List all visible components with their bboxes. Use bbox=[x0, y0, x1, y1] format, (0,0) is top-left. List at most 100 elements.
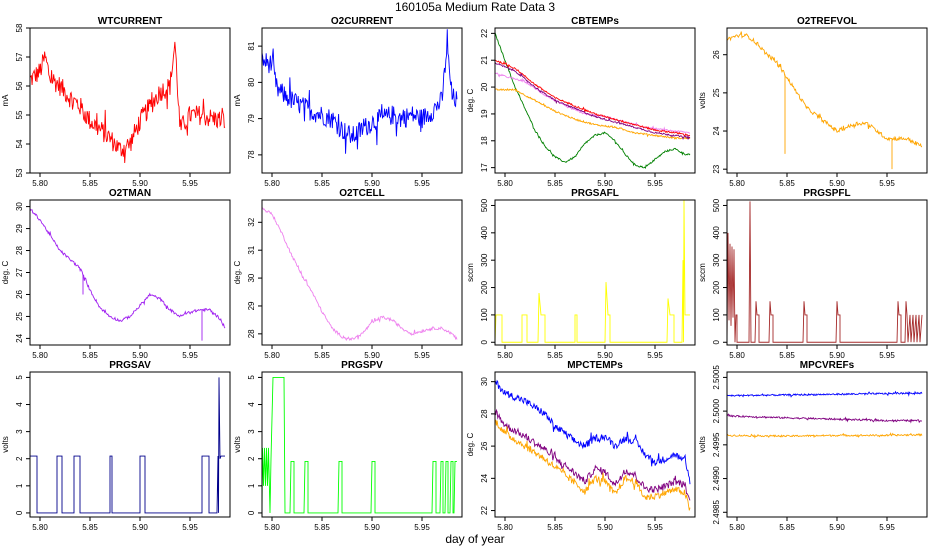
y-tick-label: 300 bbox=[480, 253, 489, 267]
x-tick-label: 5.90 bbox=[597, 351, 613, 360]
panel-prgspv: PRGSPV volts 5.80 5.85 5.90 5.95 0 1 2 3 4 5 bbox=[233, 360, 463, 532]
x-tick-label: 5.80 bbox=[264, 179, 280, 188]
x-tick-label: 5.95 bbox=[182, 179, 198, 188]
series-line-purple bbox=[727, 413, 923, 424]
x-tick-label: 5.90 bbox=[132, 523, 148, 532]
panel-o2current: O2CURRENT mA 5.80 5.85 5.90 5.95 78 79 80 81 bbox=[233, 16, 463, 188]
y-tick-label: 27 bbox=[15, 268, 24, 277]
y-tick-label: 29 bbox=[247, 301, 256, 310]
x-tick-label: 5.85 bbox=[779, 179, 795, 188]
x-tick-label: 5.80 bbox=[264, 523, 280, 532]
x-tick-label: 5.90 bbox=[597, 179, 613, 188]
y-tick-label: 81 bbox=[247, 41, 256, 50]
x-tick-label: 5.80 bbox=[264, 351, 280, 360]
panel-title: O2TCELL bbox=[339, 188, 385, 199]
series-line-prgspv bbox=[262, 376, 457, 514]
y-tick-label: 0 bbox=[15, 510, 24, 515]
series-line-purple bbox=[495, 408, 691, 501]
y-tick-label: 3 bbox=[15, 429, 24, 434]
y-tick-label: 19 bbox=[480, 109, 489, 118]
panel-o2trefvol: O2TREFVOL volts 5.80 5.85 5.90 5.95 23 24 25 26 bbox=[698, 16, 928, 188]
series-line-green bbox=[495, 32, 691, 170]
y-axis-label: deg. C bbox=[233, 260, 242, 284]
panel-title: PRGSPV bbox=[341, 360, 383, 371]
y-axis-label: sccm bbox=[698, 263, 707, 282]
y-tick-label: 57 bbox=[15, 52, 24, 61]
x-tick-label: 5.80 bbox=[729, 523, 745, 532]
y-tick-label: 21 bbox=[480, 55, 489, 64]
x-tick-label: 5.90 bbox=[829, 351, 845, 360]
x-tick-label: 5.85 bbox=[779, 351, 795, 360]
x-tick-label: 5.95 bbox=[647, 523, 663, 532]
panel-title: PRGSAV bbox=[109, 360, 151, 371]
y-tick-label: 0 bbox=[480, 339, 489, 344]
y-tick-label: 100 bbox=[480, 308, 489, 322]
x-tick-label: 5.90 bbox=[364, 179, 380, 188]
series-line-blue bbox=[495, 379, 691, 485]
y-tick-label: 2.4985 bbox=[712, 499, 721, 524]
x-tick-label: 5.90 bbox=[829, 179, 845, 188]
y-tick-label: 79 bbox=[247, 114, 256, 123]
x-tick-label: 5.95 bbox=[647, 179, 663, 188]
y-tick-label: 22 bbox=[480, 28, 489, 37]
y-tick-label: 28 bbox=[247, 329, 256, 338]
x-tick-label: 5.90 bbox=[132, 351, 148, 360]
y-tick-label: 30 bbox=[480, 377, 489, 386]
series-line-wtcurrent bbox=[30, 41, 226, 163]
x-tick-label: 5.90 bbox=[597, 523, 613, 532]
y-tick-label: 24 bbox=[712, 126, 721, 135]
x-tick-label: 5.95 bbox=[182, 351, 198, 360]
x-tick-label: 5.90 bbox=[132, 179, 148, 188]
y-tick-label: 5 bbox=[247, 375, 256, 380]
x-tick-label: 5.85 bbox=[779, 523, 795, 532]
panel-title: MPCTEMPs bbox=[567, 360, 623, 371]
x-tick-label: 5.90 bbox=[829, 523, 845, 532]
panel-prgsav: PRGSAV volts 5.80 5.85 5.90 5.95 0 1 2 3 4 5 bbox=[1, 360, 231, 532]
y-axis-label: deg. C bbox=[466, 432, 475, 456]
x-tick-label: 5.95 bbox=[879, 179, 895, 188]
x-tick-label: 5.80 bbox=[497, 179, 513, 188]
panel-mpcvrefs: MPCVREFs volts 5.80 5.85 5.90 5.95 2.4985 2.499… bbox=[698, 360, 928, 532]
panel-mpctemps: MPCTEMPs deg. C 5.80 5.85 5.90 5.95 22 24 26 28 30 bbox=[466, 360, 696, 532]
y-tick-label: 53 bbox=[15, 168, 24, 177]
y-axis-label: volts bbox=[698, 436, 707, 452]
y-tick-label: 1 bbox=[15, 483, 24, 488]
x-tick-label: 5.80 bbox=[729, 179, 745, 188]
panel-title: WTCURRENT bbox=[98, 16, 162, 27]
x-tick-label: 5.80 bbox=[497, 523, 513, 532]
series-line-orange bbox=[727, 432, 923, 439]
y-tick-label: 26 bbox=[712, 50, 721, 59]
plot-frame bbox=[494, 199, 696, 346]
y-axis-label: mA bbox=[233, 94, 242, 107]
panel-prgsafl: PRGSAFL sccm 5.80 5.85 5.90 5.95 0 100 200 300 400… bbox=[466, 188, 696, 360]
y-tick-label: 2 bbox=[247, 456, 256, 461]
x-tick-label: 5.90 bbox=[364, 351, 380, 360]
panel-title: O2TMAN bbox=[109, 188, 151, 199]
y-tick-label: 20 bbox=[480, 82, 489, 91]
x-tick-label: 5.85 bbox=[547, 179, 563, 188]
y-axis-label: volts bbox=[233, 436, 242, 452]
y-tick-label: 400 bbox=[480, 226, 489, 240]
y-tick-label: 200 bbox=[480, 280, 489, 294]
series-line-orange bbox=[495, 87, 691, 140]
y-tick-label: 17 bbox=[480, 163, 489, 172]
y-tick-label: 100 bbox=[712, 308, 721, 322]
x-tick-label: 5.95 bbox=[647, 351, 663, 360]
series-line-purple bbox=[495, 62, 691, 140]
y-tick-label: 55 bbox=[15, 110, 24, 119]
y-tick-label: 78 bbox=[247, 150, 256, 159]
x-tick-label: 5.80 bbox=[32, 351, 48, 360]
plot-frame bbox=[494, 27, 696, 174]
y-tick-label: 2.4995 bbox=[712, 432, 721, 457]
y-tick-label: 30 bbox=[15, 202, 24, 211]
y-axis-label: mA bbox=[1, 94, 10, 107]
plot-frame bbox=[29, 371, 231, 518]
y-tick-label: 200 bbox=[712, 280, 721, 294]
y-tick-label: 28 bbox=[15, 246, 24, 255]
y-tick-label: 2 bbox=[15, 456, 24, 461]
x-tick-label: 5.95 bbox=[182, 523, 198, 532]
plot-frame bbox=[29, 199, 231, 346]
plot-frame bbox=[29, 27, 231, 174]
y-tick-label: 300 bbox=[712, 253, 721, 267]
